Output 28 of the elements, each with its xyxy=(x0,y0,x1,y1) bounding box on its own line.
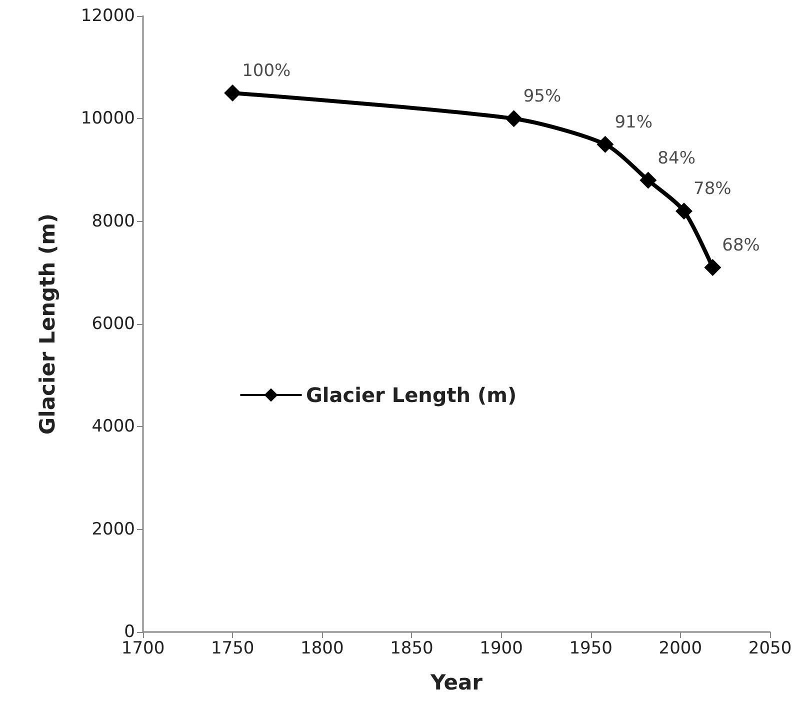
x-tick-label: 2000 xyxy=(658,638,702,658)
x-tick-label: 1850 xyxy=(390,638,434,658)
x-tick-label: 1950 xyxy=(569,638,612,658)
point xyxy=(596,136,614,153)
point xyxy=(676,202,693,220)
y-tick-label: 6000 xyxy=(92,314,135,334)
y-tick-label: 8000 xyxy=(92,211,135,232)
x-tick-label: 2050 xyxy=(748,638,792,658)
y-tick-label: 10000 xyxy=(80,108,135,129)
y-tick-label: 2000 xyxy=(92,519,135,540)
y-axis-title: Glacier Length (m) xyxy=(36,213,60,435)
y-tick-label: 4000 xyxy=(92,416,135,437)
x-tick-label: 1800 xyxy=(300,638,344,658)
y-tick-label: 12000 xyxy=(80,6,135,26)
x-tick-label: 1750 xyxy=(210,638,254,658)
annotation: 84% xyxy=(658,148,696,168)
annotation: 91% xyxy=(614,112,652,132)
legend-label: Glacier Length (m) xyxy=(306,383,517,407)
annotation: 95% xyxy=(523,86,562,107)
x-tick-label: 1900 xyxy=(480,638,523,658)
annotation: 100% xyxy=(242,61,291,81)
point xyxy=(505,110,522,128)
point xyxy=(640,172,657,189)
x-axis-title: Year xyxy=(429,670,484,694)
point xyxy=(704,259,722,276)
point xyxy=(224,84,242,102)
annotation: 78% xyxy=(694,179,732,200)
annotation: 68% xyxy=(722,236,760,256)
